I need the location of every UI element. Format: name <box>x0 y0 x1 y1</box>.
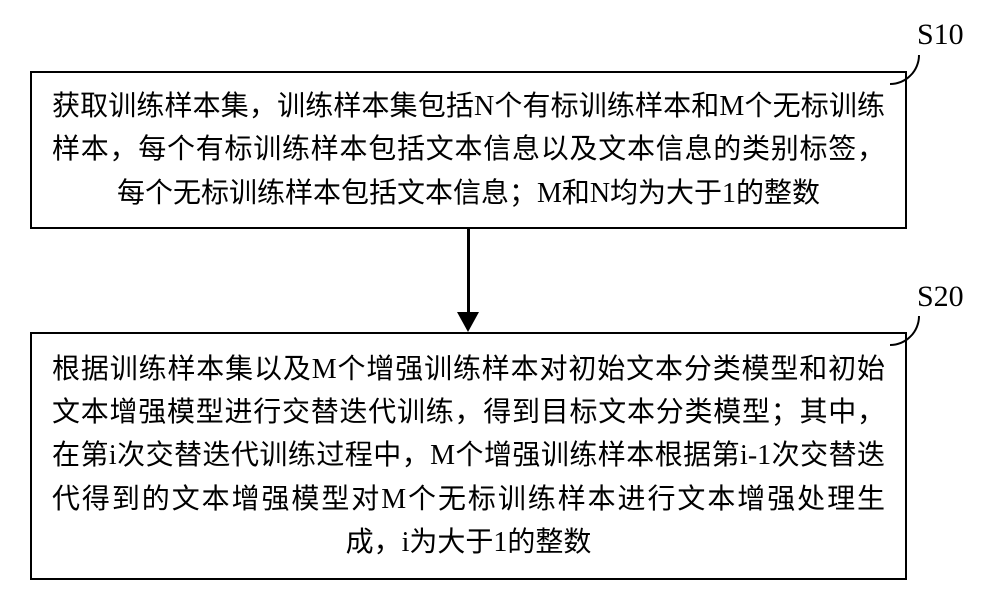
flowchart-canvas: 获取训练样本集，训练样本集包括N个有标训练样本和M个无标训练样本，每个有标训练样… <box>0 0 1000 603</box>
step-box-s10: 获取训练样本集，训练样本集包括N个有标训练样本和M个无标训练样本，每个有标训练样… <box>30 71 907 229</box>
arrow-line-s10-s20 <box>467 229 470 312</box>
step-label-s10: S10 <box>917 18 964 52</box>
step-label-s20: S20 <box>917 280 964 314</box>
step-box-s20: 根据训练样本集以及M个增强训练样本对初始文本分类模型和初始文本增强模型进行交替迭… <box>30 332 907 580</box>
arrow-head-s10-s20 <box>457 312 479 332</box>
